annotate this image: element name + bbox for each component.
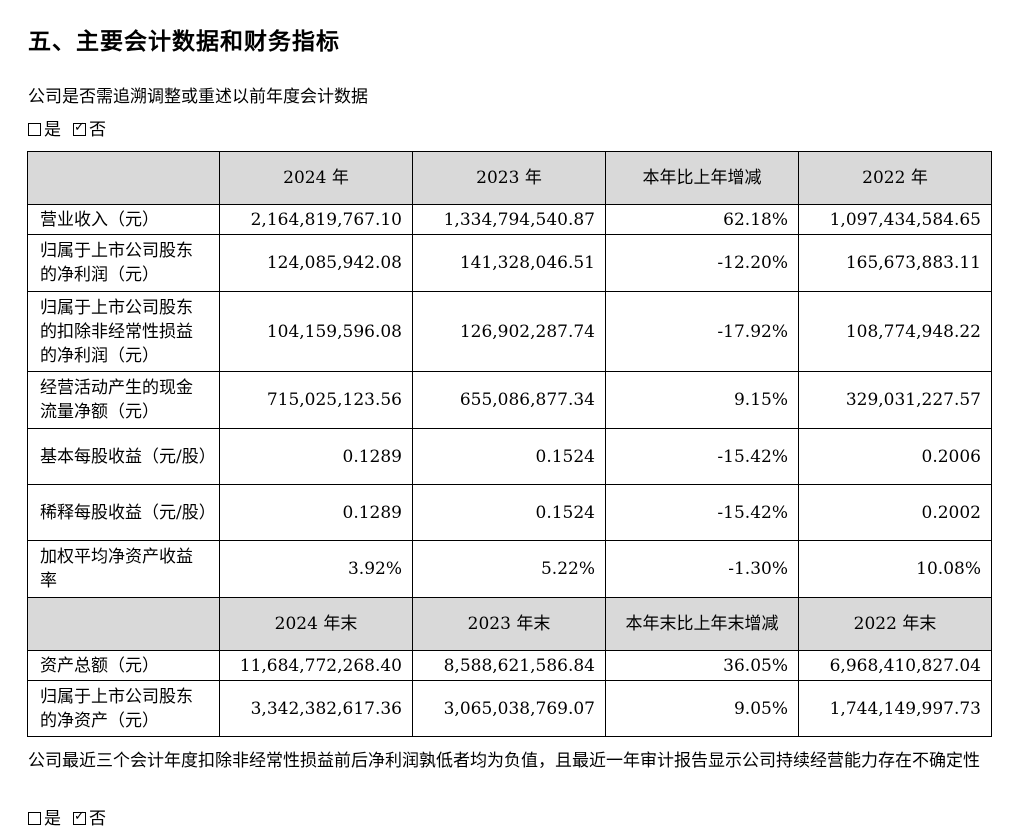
- value-cell: 3,342,382,617.36: [219, 680, 413, 737]
- header-cell: 2022 年末: [798, 597, 992, 651]
- row-label: 经营活动产生的现金流量净额（元）: [27, 371, 220, 429]
- header-cell: 本年比上年增减: [605, 151, 799, 205]
- row-label: 营业收入（元）: [27, 204, 220, 235]
- table-row: 归属于上市公司股东的净利润（元） 124,085,942.08 141,328,…: [27, 234, 992, 292]
- going-concern-text: 公司最近三个会计年度扣除非经常性损益前后净利润孰低者均为负值，且最近一年审计报告…: [28, 751, 980, 771]
- value-cell: 1,334,794,540.87: [412, 204, 606, 235]
- restate-no-label: 否: [89, 120, 106, 140]
- value-cell: -1.30%: [605, 540, 799, 598]
- value-cell: 0.1289: [219, 484, 413, 541]
- row-label: 加权平均净资产收益率: [27, 540, 220, 598]
- restate-yes-label: 是: [44, 120, 61, 140]
- value-cell: 165,673,883.11: [798, 234, 992, 292]
- table-row: 经营活动产生的现金流量净额（元） 715,025,123.56 655,086,…: [27, 371, 992, 429]
- value-cell: 655,086,877.34: [412, 371, 606, 429]
- table-row: 归属于上市公司股东的扣除非经常性损益的净利润（元） 104,159,596.08…: [27, 291, 992, 372]
- table-row: 稀释每股收益（元/股） 0.1289 0.1524 -15.42% 0.2002: [27, 484, 992, 541]
- value-cell: 715,025,123.56: [219, 371, 413, 429]
- value-cell: 9.05%: [605, 680, 799, 737]
- going-concern-checkbox-group: 是否: [28, 808, 106, 830]
- value-cell: 126,902,287.74: [412, 291, 606, 372]
- header-cell: [27, 151, 220, 205]
- value-cell: 329,031,227.57: [798, 371, 992, 429]
- value-cell: 104,159,596.08: [219, 291, 413, 372]
- value-cell: 1,097,434,584.65: [798, 204, 992, 235]
- restate-no-checkbox[interactable]: [73, 119, 86, 137]
- value-cell: 36.05%: [605, 650, 799, 681]
- value-cell: 1,744,149,997.73: [798, 680, 992, 737]
- table-header-row: 2024 年 2023 年 本年比上年增减 2022 年: [27, 151, 992, 205]
- value-cell: 2,164,819,767.10: [219, 204, 413, 235]
- value-cell: 9.15%: [605, 371, 799, 429]
- going-concern-no-label: 否: [89, 809, 106, 829]
- restate-yes-checkbox[interactable]: [28, 123, 41, 136]
- row-label: 稀释每股收益（元/股）: [27, 484, 220, 541]
- table-header-row: 2024 年末 2023 年末 本年末比上年末增减 2022 年末: [27, 597, 992, 651]
- value-cell: 6,968,410,827.04: [798, 650, 992, 681]
- table-row: 归属于上市公司股东的净资产（元） 3,342,382,617.36 3,065,…: [27, 680, 992, 737]
- row-label: 归属于上市公司股东的净利润（元）: [27, 234, 220, 292]
- header-cell: [27, 597, 220, 651]
- header-cell: 2022 年: [798, 151, 992, 205]
- value-cell: 141,328,046.51: [412, 234, 606, 292]
- value-cell: 0.1289: [219, 428, 413, 485]
- row-label: 资产总额（元）: [27, 650, 220, 681]
- value-cell: -15.42%: [605, 484, 799, 541]
- going-concern-yes-label: 是: [44, 809, 61, 829]
- value-cell: 0.2006: [798, 428, 992, 485]
- row-label: 归属于上市公司股东的净资产（元）: [27, 680, 220, 737]
- header-cell: 2024 年: [219, 151, 413, 205]
- value-cell: -12.20%: [605, 234, 799, 292]
- going-concern-yes-checkbox[interactable]: [28, 812, 41, 825]
- financial-data-table: 2024 年 2023 年 本年比上年增减 2022 年 营业收入（元） 2,1…: [27, 151, 992, 737]
- going-concern-no-checkbox[interactable]: [73, 808, 86, 826]
- value-cell: -15.42%: [605, 428, 799, 485]
- restate-checkbox-group: 是否: [28, 119, 106, 141]
- value-cell: 108,774,948.22: [798, 291, 992, 372]
- value-cell: 10.08%: [798, 540, 992, 598]
- restate-question: 公司是否需追溯调整或重述以前年度会计数据: [28, 87, 368, 107]
- section-title: 五、主要会计数据和财务指标: [28, 29, 340, 55]
- value-cell: 0.1524: [412, 428, 606, 485]
- table-row: 基本每股收益（元/股） 0.1289 0.1524 -15.42% 0.2006: [27, 428, 992, 485]
- value-cell: 8,588,621,586.84: [412, 650, 606, 681]
- header-cell: 2023 年: [412, 151, 606, 205]
- value-cell: 0.2002: [798, 484, 992, 541]
- value-cell: 0.1524: [412, 484, 606, 541]
- header-cell: 2023 年末: [412, 597, 606, 651]
- table-row: 营业收入（元） 2,164,819,767.10 1,334,794,540.8…: [27, 204, 992, 235]
- value-cell: -17.92%: [605, 291, 799, 372]
- table-row: 资产总额（元） 11,684,772,268.40 8,588,621,586.…: [27, 650, 992, 681]
- value-cell: 62.18%: [605, 204, 799, 235]
- value-cell: 3.92%: [219, 540, 413, 598]
- row-label: 归属于上市公司股东的扣除非经常性损益的净利润（元）: [27, 291, 220, 372]
- value-cell: 3,065,038,769.07: [412, 680, 606, 737]
- header-cell: 2024 年末: [219, 597, 413, 651]
- header-cell: 本年末比上年末增减: [605, 597, 799, 651]
- value-cell: 5.22%: [412, 540, 606, 598]
- value-cell: 11,684,772,268.40: [219, 650, 413, 681]
- value-cell: 124,085,942.08: [219, 234, 413, 292]
- row-label: 基本每股收益（元/股）: [27, 428, 220, 485]
- table-row: 加权平均净资产收益率 3.92% 5.22% -1.30% 10.08%: [27, 540, 992, 598]
